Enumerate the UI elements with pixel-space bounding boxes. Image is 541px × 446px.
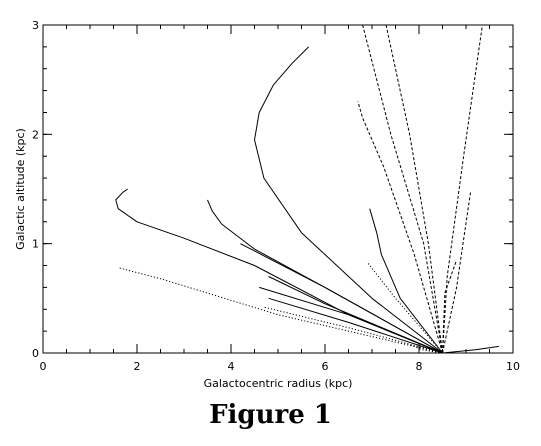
series-layer bbox=[115, 24, 499, 354]
orbit-series-2 bbox=[118, 267, 443, 354]
y-tick-label: 2 bbox=[32, 128, 39, 141]
orbit-series-11 bbox=[366, 261, 443, 354]
figure-caption: Figure 1 bbox=[209, 400, 332, 430]
orbit-series-12 bbox=[362, 24, 443, 354]
orbit-series-7 bbox=[259, 286, 443, 354]
x-axis-label: Galactocentric radius (kpc) bbox=[204, 377, 353, 390]
x-tick-label: 2 bbox=[134, 360, 141, 373]
x-tick-label: 8 bbox=[416, 360, 423, 373]
x-tick-label: 4 bbox=[228, 360, 235, 373]
orbit-series-3 bbox=[207, 199, 443, 354]
orbit-series-8 bbox=[268, 297, 443, 354]
y-tick-label: 1 bbox=[32, 238, 39, 251]
orbit-series-5 bbox=[240, 243, 443, 354]
y-axis-label: Galactic altitude (kpc) bbox=[14, 128, 27, 250]
orbit-series-10 bbox=[369, 208, 443, 354]
orbit-series-17 bbox=[442, 191, 472, 354]
axis-ticks bbox=[42, 24, 514, 354]
orbit-series-19 bbox=[409, 343, 443, 354]
x-tick-label: 0 bbox=[40, 360, 47, 373]
tick-labels: 0 2 4 6 8 10 0 1 2 3 bbox=[32, 19, 520, 373]
orbit-series-6 bbox=[268, 276, 443, 354]
x-tick-label: 10 bbox=[506, 360, 520, 373]
x-tick-label: 6 bbox=[322, 360, 329, 373]
orbit-series-4 bbox=[254, 46, 443, 354]
plot-frame bbox=[42, 24, 514, 354]
y-tick-label: 0 bbox=[32, 347, 39, 360]
orbit-series-1 bbox=[115, 188, 443, 354]
orbit-series-13 bbox=[385, 24, 443, 354]
orbit-series-14 bbox=[357, 101, 443, 354]
orbit-series-18 bbox=[442, 345, 499, 354]
y-tick-label: 3 bbox=[32, 19, 39, 32]
orbit-series-9 bbox=[263, 306, 443, 354]
orbit-series-16 bbox=[442, 24, 483, 354]
orbit-series-15 bbox=[442, 259, 458, 354]
